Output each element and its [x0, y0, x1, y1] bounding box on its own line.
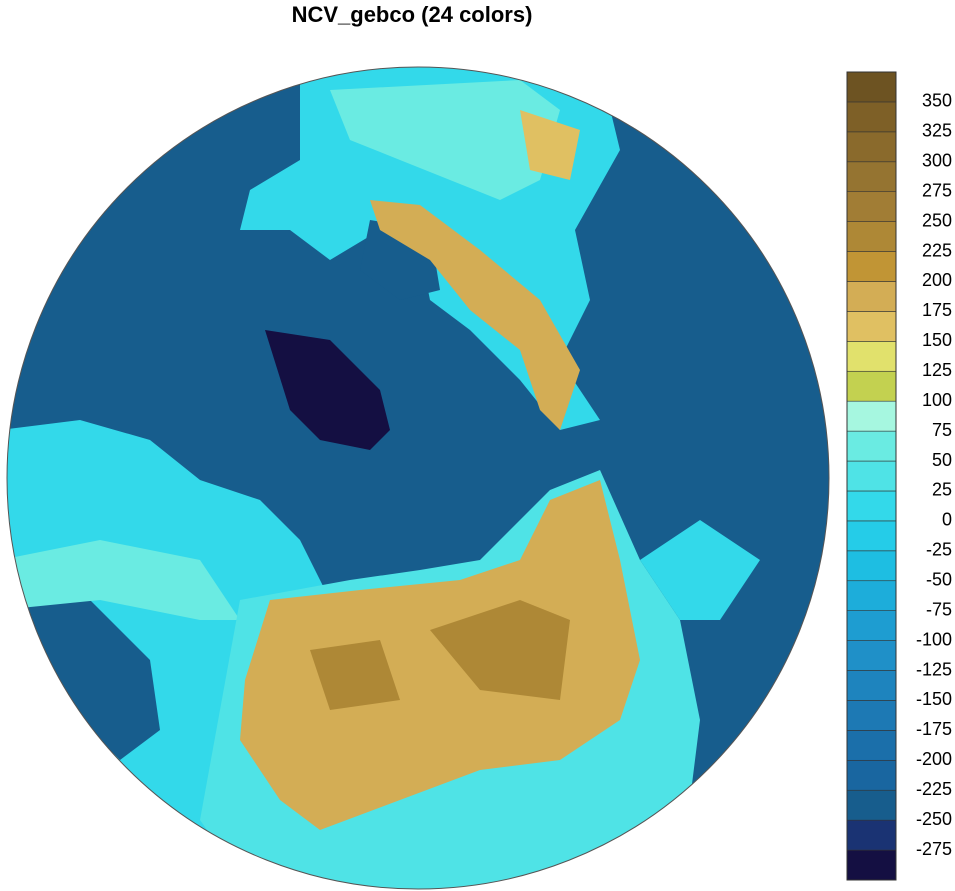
colorbar-label: 100 — [922, 390, 952, 410]
colorbar-label: -200 — [916, 749, 952, 769]
colorbar-box — [846, 341, 897, 372]
colorbar-box — [846, 700, 897, 731]
colorbar-label: 250 — [922, 210, 952, 230]
colorbar-box — [846, 131, 897, 163]
colorbar-label: 350 — [922, 91, 952, 111]
coast — [640, 520, 760, 620]
colorbar-label: -125 — [916, 659, 952, 679]
colorbar-box — [846, 281, 897, 312]
colorbar-box — [846, 460, 897, 492]
colorbar-box — [846, 849, 897, 881]
colorbar-label: -250 — [916, 809, 952, 829]
map-border — [6, 66, 830, 890]
land-higher — [310, 600, 570, 710]
colorbar-label: 50 — [932, 450, 952, 470]
colorbar-box — [846, 430, 897, 462]
ice — [265, 330, 390, 450]
colorbar-box — [846, 370, 897, 402]
colorbar-label: 25 — [932, 480, 952, 500]
colorbar-label: -75 — [926, 599, 952, 619]
colorbar-box — [846, 789, 897, 821]
sea — [20, 600, 160, 760]
colorbar-label: 175 — [922, 300, 952, 320]
colorbar-box — [846, 251, 897, 282]
colorbar-box — [846, 759, 897, 791]
mountains — [370, 200, 580, 430]
colorbar-label: -100 — [916, 629, 952, 649]
colorbar-box — [846, 191, 897, 222]
land — [330, 80, 560, 200]
colorbar-label: 300 — [922, 151, 952, 171]
colorbar-box — [846, 640, 897, 671]
colorbar-label: -225 — [916, 779, 952, 799]
colorbar-label: 75 — [932, 420, 952, 440]
colorbar-label: -175 — [916, 719, 952, 739]
title: NCV_gebco (24 colors) — [292, 2, 533, 27]
colorbar-label: -25 — [926, 540, 952, 560]
colorbar-label: -150 — [916, 689, 952, 709]
colorbar-box — [846, 221, 897, 252]
colorbar: -275-250-225-200-175-150-125-100-75-50-2… — [846, 71, 952, 881]
colorbar-box — [846, 819, 897, 851]
colorbar-label: 150 — [922, 330, 952, 350]
colorbar-box — [846, 520, 897, 552]
colorbar-box — [846, 101, 897, 133]
colorbar-label: 275 — [922, 180, 952, 200]
colorbar-label: 0 — [942, 510, 952, 530]
peaks — [520, 110, 580, 180]
colorbar-box — [846, 161, 897, 193]
colorbar-box — [846, 490, 897, 522]
colorbar-box — [846, 400, 897, 432]
colorbar-label: 225 — [922, 240, 952, 260]
colorbar-label: 125 — [922, 360, 952, 380]
colorbar-box — [846, 580, 897, 611]
colorbar-box — [846, 311, 897, 342]
colorbar-frame — [846, 71, 897, 881]
colorbar-box — [846, 610, 897, 641]
colorbar-box — [846, 730, 897, 761]
colorbar-label: -50 — [926, 569, 952, 589]
colorbar-box — [846, 670, 897, 701]
land-high — [240, 480, 640, 830]
colorbar-label: 200 — [922, 270, 952, 290]
colorbar-label: -275 — [916, 839, 952, 859]
colorbar-box — [846, 71, 897, 103]
land-high — [7, 540, 240, 620]
colorbar-label: 325 — [922, 121, 952, 141]
colorbar-box — [846, 550, 897, 582]
